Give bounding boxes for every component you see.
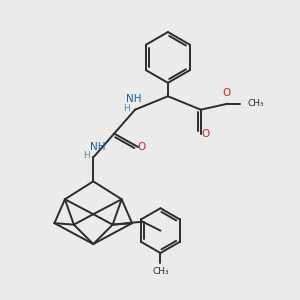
Text: O: O — [137, 142, 145, 152]
Text: NH: NH — [90, 142, 106, 152]
Text: CH₃: CH₃ — [247, 99, 264, 108]
Text: H: H — [123, 104, 130, 113]
Text: CH₃: CH₃ — [152, 267, 169, 276]
Text: H: H — [83, 152, 90, 160]
Text: NH: NH — [126, 94, 141, 104]
Text: O: O — [201, 129, 209, 139]
Text: O: O — [222, 88, 230, 98]
